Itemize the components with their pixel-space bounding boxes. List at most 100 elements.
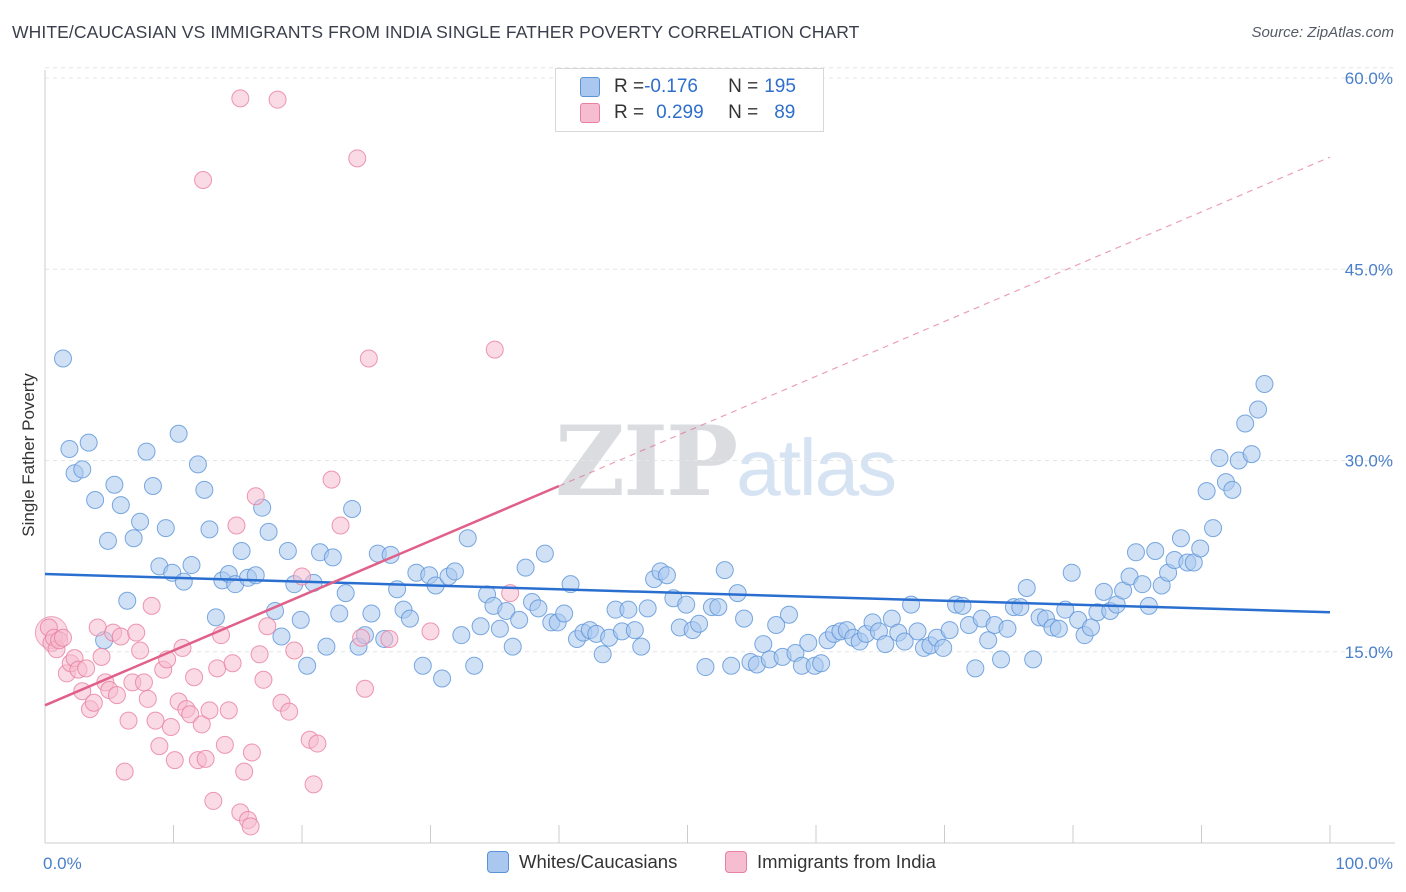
y-axis-label: Single Father Poverty bbox=[19, 373, 38, 537]
data-point bbox=[940, 621, 959, 640]
data-point bbox=[223, 654, 242, 673]
data-point bbox=[268, 90, 287, 109]
legend-item-india[interactable]: Immigrants from India bbox=[725, 851, 936, 873]
legend-item-whites[interactable]: Whites/Caucasians bbox=[487, 851, 677, 873]
data-point bbox=[143, 477, 162, 495]
data-point bbox=[195, 480, 214, 499]
legend-swatch-india bbox=[725, 851, 747, 873]
data-point bbox=[169, 424, 188, 443]
data-point bbox=[53, 349, 72, 368]
data-point bbox=[331, 516, 350, 535]
data-point bbox=[767, 615, 786, 634]
data-point bbox=[799, 633, 818, 652]
data-point bbox=[510, 610, 529, 629]
data-point bbox=[124, 529, 143, 548]
axes bbox=[44, 70, 1395, 844]
data-point bbox=[196, 749, 215, 768]
y-tick-label: 45.0% bbox=[1345, 260, 1393, 279]
data-point bbox=[380, 630, 399, 648]
data-point bbox=[1081, 618, 1100, 637]
y-tick-label: 60.0% bbox=[1345, 69, 1393, 88]
data-point bbox=[194, 171, 213, 189]
data-point bbox=[111, 496, 130, 515]
data-point bbox=[413, 656, 432, 675]
x-tick-label: 0.0% bbox=[43, 854, 82, 873]
data-point bbox=[185, 668, 204, 687]
data-point bbox=[219, 701, 238, 720]
data-point bbox=[336, 584, 355, 603]
data-point bbox=[632, 637, 651, 656]
series-legend: Whites/Caucasians Immigrants from India bbox=[0, 851, 1406, 877]
data-point bbox=[304, 775, 323, 794]
data-point bbox=[150, 737, 169, 756]
data-point bbox=[242, 743, 261, 762]
data-point bbox=[625, 621, 644, 640]
chart-source: Source: ZipAtlas.com bbox=[1251, 24, 1394, 41]
watermark-zip: ZIP bbox=[555, 405, 738, 518]
data-point bbox=[250, 645, 269, 664]
trend-line-whites bbox=[44, 572, 1331, 614]
trend-line-india-extrapolated bbox=[558, 156, 1331, 487]
data-point bbox=[92, 647, 111, 666]
legend-r-label: R = bbox=[614, 76, 645, 97]
data-point bbox=[254, 670, 273, 689]
y-tick-label: 30.0% bbox=[1345, 452, 1393, 471]
data-point bbox=[992, 650, 1011, 669]
data-point bbox=[715, 561, 734, 580]
legend-n-label: N = bbox=[728, 102, 759, 123]
data-point bbox=[1249, 400, 1268, 419]
data-point bbox=[966, 659, 985, 678]
data-point bbox=[280, 702, 299, 721]
data-point bbox=[1191, 539, 1210, 558]
data-point bbox=[291, 610, 310, 629]
data-point bbox=[227, 516, 246, 535]
trend-line-india bbox=[44, 484, 560, 707]
data-point bbox=[1223, 480, 1242, 499]
data-point bbox=[181, 705, 200, 724]
data-point bbox=[111, 627, 130, 646]
legend-r-value: -0.176 bbox=[644, 76, 698, 97]
data-point bbox=[308, 734, 327, 753]
data-point bbox=[246, 487, 265, 506]
data-point bbox=[1049, 619, 1068, 638]
data-point bbox=[485, 340, 504, 359]
data-point bbox=[235, 762, 254, 781]
legend-n-label: N = bbox=[728, 76, 759, 97]
data-point bbox=[876, 635, 895, 654]
data-point bbox=[131, 641, 150, 660]
data-point bbox=[677, 595, 696, 614]
data-point bbox=[638, 599, 657, 618]
data-point bbox=[934, 638, 953, 657]
data-point bbox=[134, 673, 153, 692]
data-point bbox=[330, 604, 349, 623]
legend-r-label: R = bbox=[614, 102, 645, 123]
legend-row-whites: R = -0.176 N = 195 bbox=[580, 75, 796, 99]
data-point bbox=[138, 689, 157, 708]
tick-labels: 15.0% 30.0% 45.0% 60.0% 0.0% 100.0% bbox=[43, 69, 1393, 873]
data-point bbox=[593, 645, 612, 664]
series-india-points bbox=[34, 89, 520, 836]
data-point bbox=[516, 558, 535, 577]
data-point bbox=[127, 623, 146, 642]
data-point bbox=[298, 656, 317, 675]
data-point bbox=[259, 522, 278, 541]
data-point bbox=[433, 669, 452, 688]
data-point bbox=[1197, 482, 1216, 501]
data-point bbox=[182, 556, 201, 575]
legend-n-value: 195 bbox=[764, 76, 796, 97]
data-point bbox=[142, 596, 161, 615]
data-point bbox=[115, 762, 134, 781]
data-point bbox=[445, 562, 464, 581]
data-point bbox=[1094, 582, 1113, 601]
data-point bbox=[1242, 445, 1261, 464]
data-point bbox=[241, 817, 260, 836]
data-point bbox=[156, 519, 175, 538]
data-point bbox=[696, 658, 715, 677]
data-point bbox=[53, 628, 72, 647]
x-tick-label: 100.0% bbox=[1335, 854, 1393, 873]
chart-title: WHITE/CAUCASIAN VS IMMIGRANTS FROM INDIA… bbox=[12, 22, 860, 42]
data-point bbox=[88, 618, 107, 637]
data-point bbox=[490, 619, 509, 638]
data-point bbox=[192, 715, 211, 734]
